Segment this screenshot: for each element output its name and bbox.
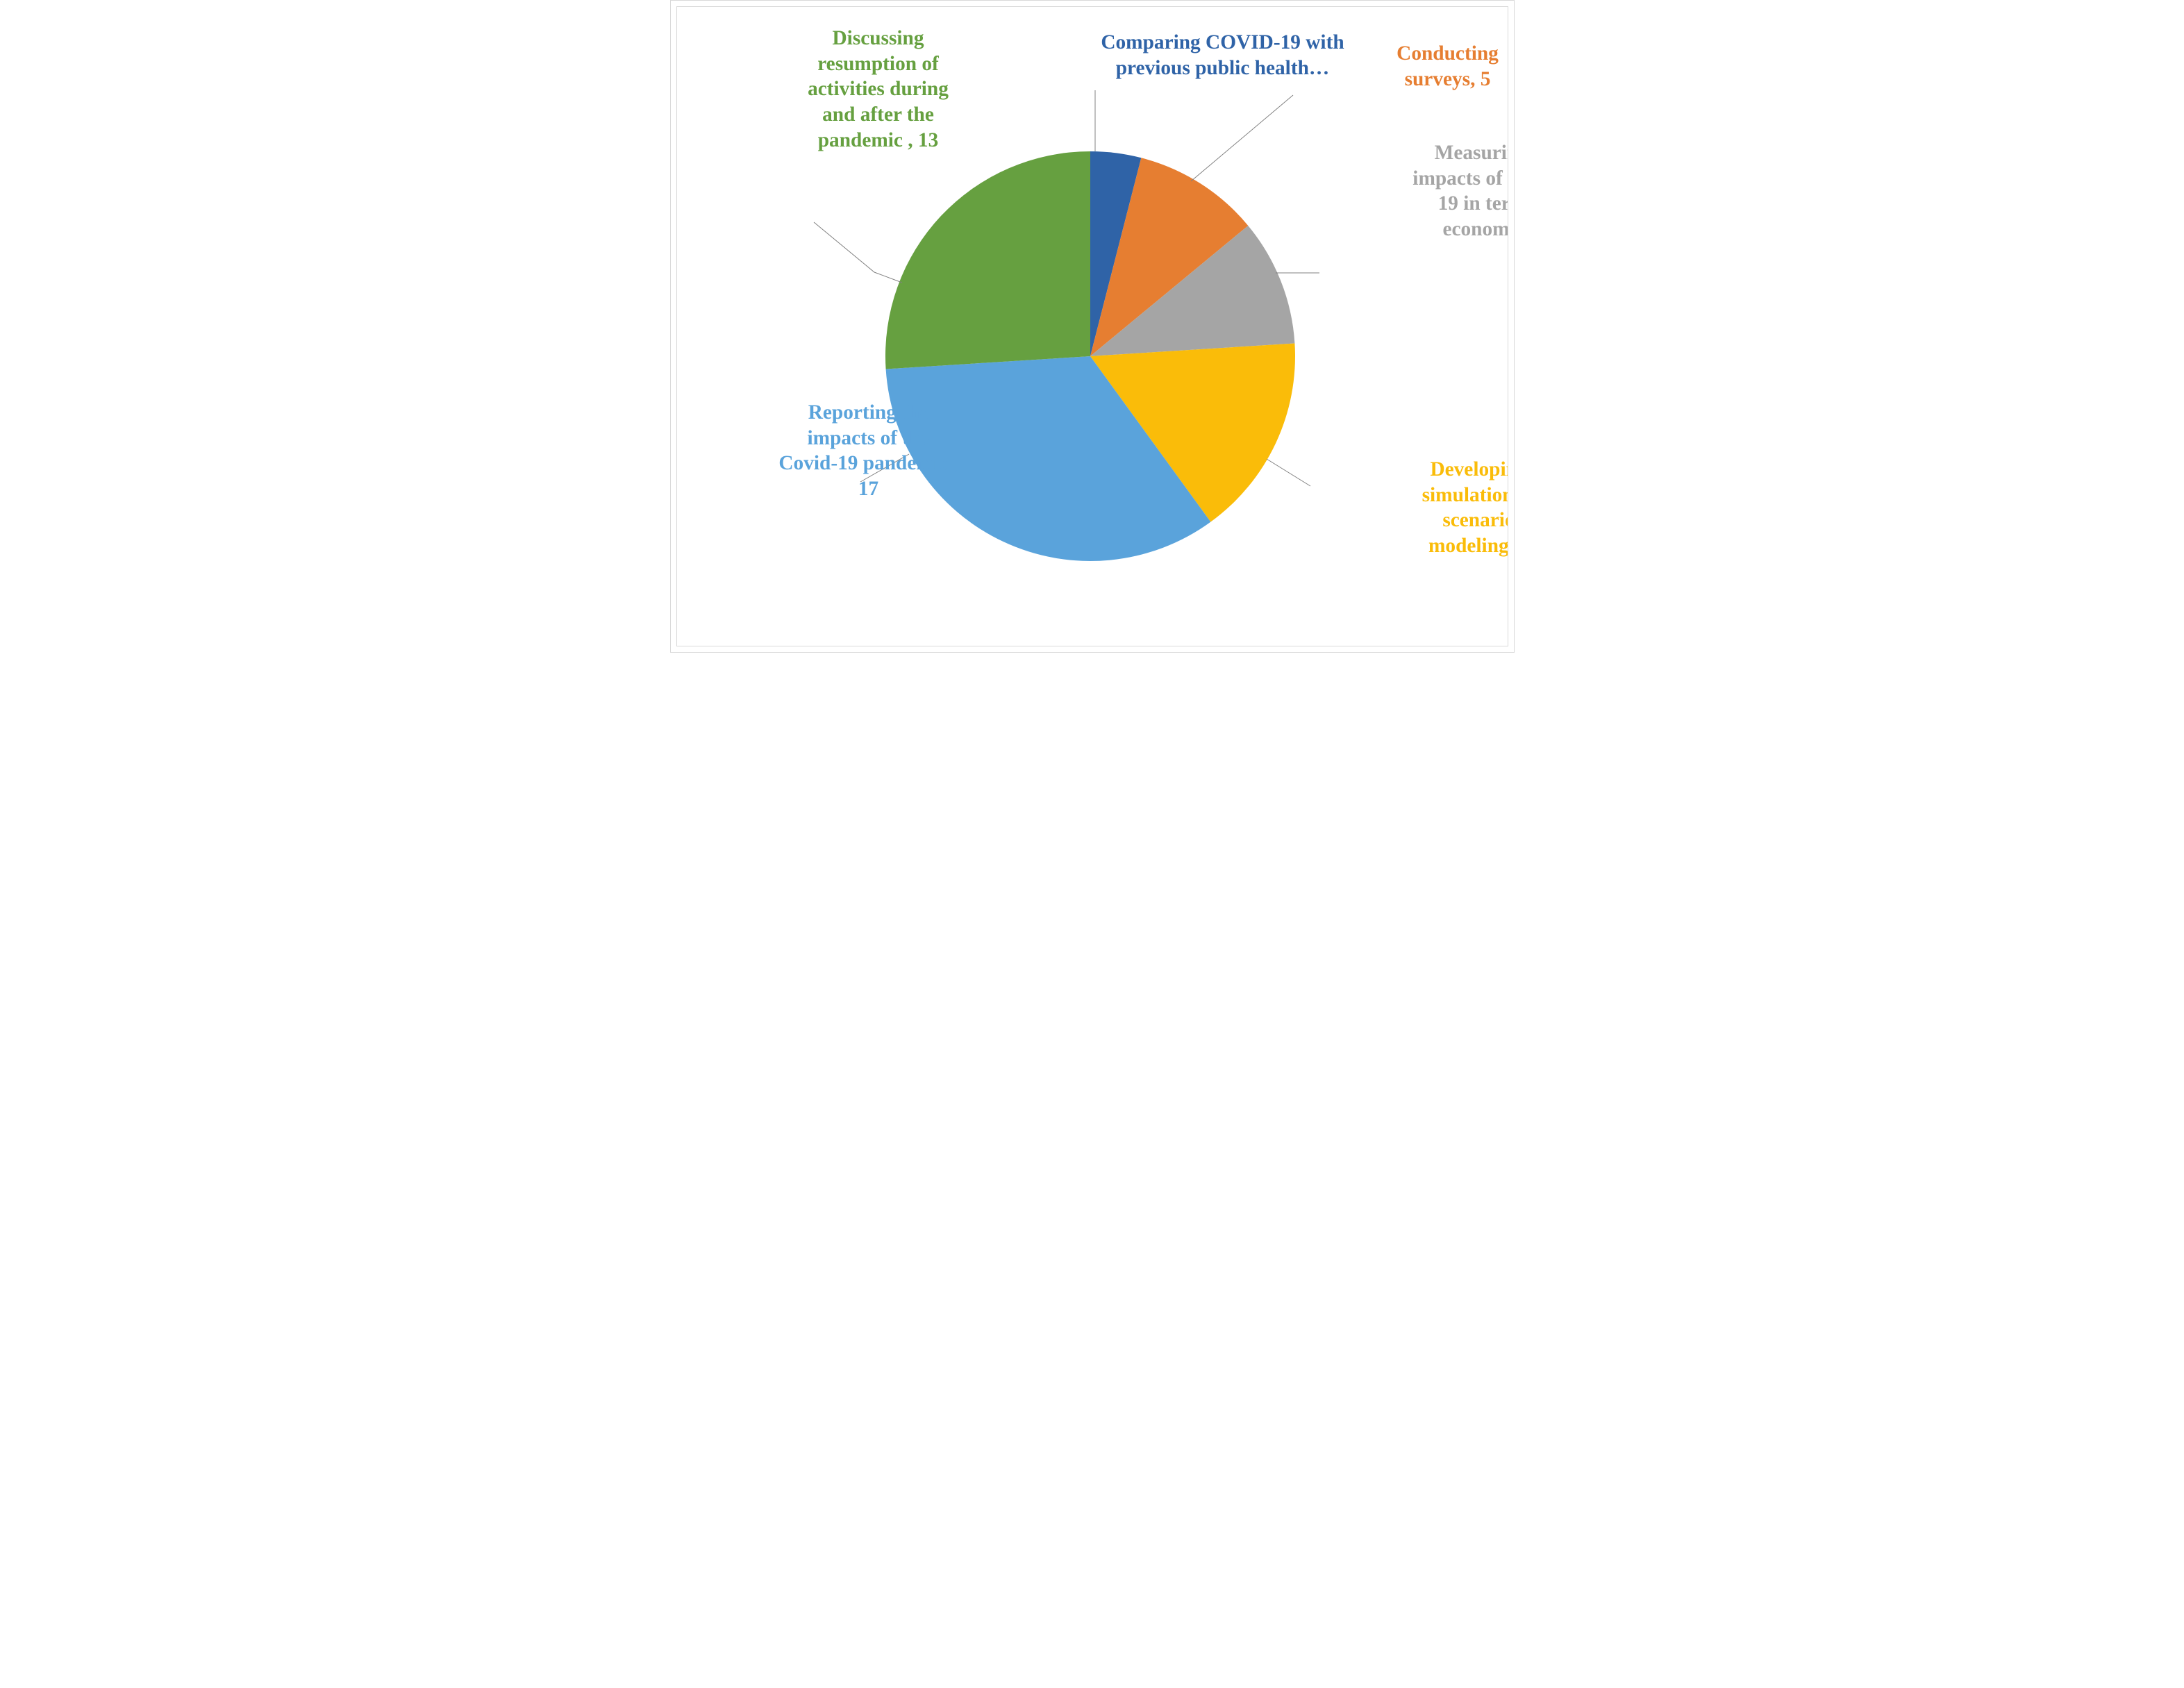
leader-line: [814, 222, 902, 283]
slice-label: Conducting surveys, 5: [1372, 41, 1508, 92]
leader-line: [1267, 459, 1310, 486]
outer-frame: Comparing COVID-19 with previous public …: [670, 0, 1515, 653]
slice-label: Developing simulation & scenario modelin…: [1399, 457, 1508, 559]
slice-label: Comparing COVID-19 with previous public …: [1091, 30, 1355, 81]
slice-label: Measuring the impacts of COVID-19 in ter…: [1408, 140, 1508, 242]
leader-line: [1191, 95, 1293, 181]
slice-label: Discussing resumption of activities duri…: [792, 26, 965, 153]
chart-area: Comparing COVID-19 with previous public …: [676, 6, 1508, 646]
pie-slice: [885, 151, 1090, 369]
slice-label: Reporting the impacts of the Covid-19 pa…: [778, 400, 959, 502]
